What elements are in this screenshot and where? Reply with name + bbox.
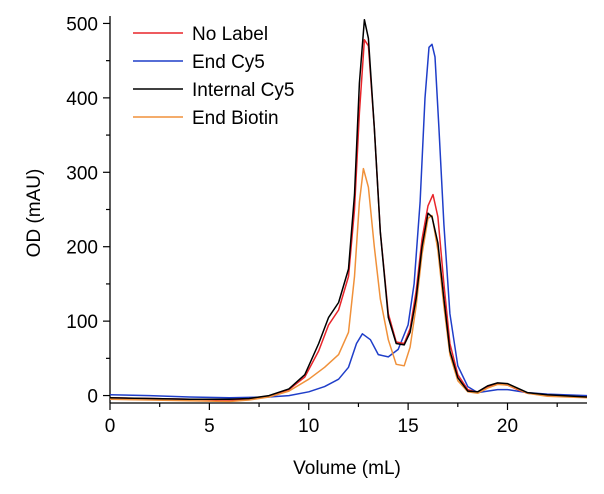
x-tick-label: 15 [398,416,419,437]
x-tick-label: 20 [497,416,518,437]
legend-label-no-label: No Label [192,24,268,45]
x-tick-label: 5 [204,416,215,437]
x-axis-title: Volume (mL) [293,458,401,479]
series-layer [109,18,588,403]
legend-label-internal-cy5: Internal Cy5 [192,80,294,101]
legend-label-end-cy5: End Cy5 [192,52,265,73]
y-axis-title: OD (mAU) [24,169,45,258]
series-line-no-label [109,39,588,401]
x-tick-label: 10 [298,416,319,437]
legend-label-end-biotin: End Biotin [192,108,279,129]
y-tick-label: 200 [66,238,98,259]
series-line-internal-cy5 [109,18,588,401]
y-tick-label: 400 [66,89,98,110]
y-tick-label: 100 [66,312,98,333]
y-tick-label: 0 [87,387,98,408]
x-tick-label: 0 [105,416,116,437]
series-line-end-cy5 [109,43,588,399]
y-tick-label: 300 [66,163,98,184]
y-tick-label: 500 [66,14,98,35]
series-line-end-biotin [109,167,588,403]
legend: No Label End Cy5 Internal Cy5 End Biotin [133,24,294,129]
